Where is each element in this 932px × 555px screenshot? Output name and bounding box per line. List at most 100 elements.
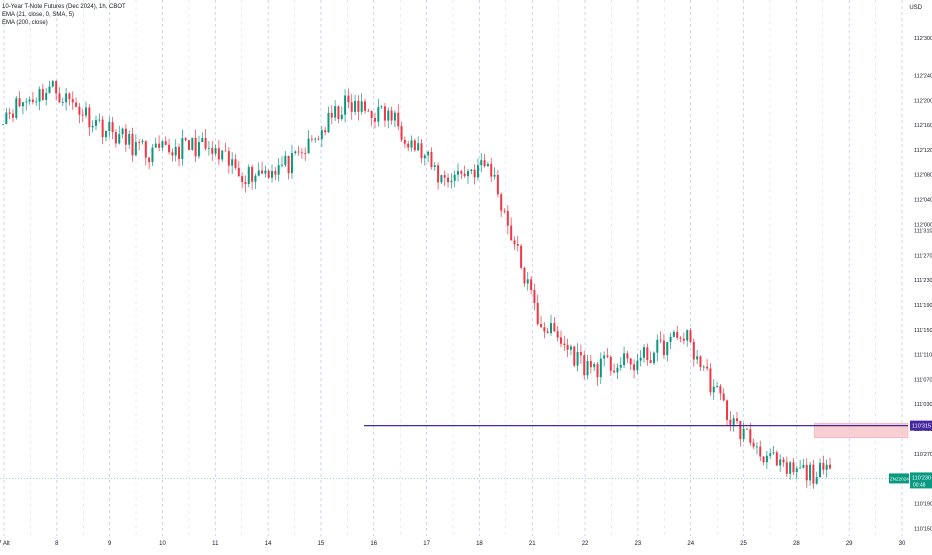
candle-down xyxy=(609,356,612,371)
level-line-layer xyxy=(0,424,908,479)
candle-down xyxy=(676,331,679,338)
candle-up xyxy=(94,120,97,126)
time-tick-label: 23 xyxy=(635,541,642,547)
currency-label: USD xyxy=(909,5,922,11)
candle-down xyxy=(736,418,739,422)
candle-down xyxy=(752,442,755,447)
candle-up xyxy=(98,119,101,121)
candle-down xyxy=(503,210,506,212)
candle-up xyxy=(702,366,705,368)
candle-up xyxy=(290,153,293,174)
level-price-tag xyxy=(910,420,932,431)
candle-down xyxy=(520,245,523,268)
candle-up xyxy=(91,125,94,128)
candle-up xyxy=(221,150,224,160)
candle-down xyxy=(403,139,406,144)
candle-down xyxy=(543,327,546,332)
candle-down xyxy=(719,386,722,394)
symbol-tag-label: ZNZ2024 xyxy=(890,476,909,481)
current-price-tag xyxy=(910,472,932,489)
candle-down xyxy=(78,106,81,115)
supply-zone-layer xyxy=(814,422,909,439)
candle-down xyxy=(822,462,825,470)
time-tick-label: 7 Alt xyxy=(0,541,10,547)
candle-down xyxy=(164,141,167,145)
candle-up xyxy=(154,143,157,148)
candle-up xyxy=(550,323,553,334)
indicator-ema-21[interactable]: EMA (21, close, 0, SMA, 5) xyxy=(2,12,75,18)
candle-down xyxy=(383,106,386,121)
time-tick-label: 9 xyxy=(108,541,112,547)
candle-down xyxy=(347,95,350,103)
candle-down xyxy=(437,165,440,183)
indicator-ema-200[interactable]: EMA (200, close) xyxy=(2,20,48,26)
candle-down xyxy=(168,144,171,153)
candle-up xyxy=(85,107,88,116)
candle-down xyxy=(124,128,127,145)
candle-up xyxy=(307,138,310,154)
candle-down xyxy=(563,343,566,345)
price-tick-label: 111'070 xyxy=(914,377,932,383)
candle-down xyxy=(357,100,360,112)
candle-down xyxy=(759,446,762,457)
candle-down xyxy=(679,337,682,339)
candle-down xyxy=(364,101,367,111)
price-axis[interactable]: 112'300 112'240 112'200 112'160 112'120 112'0… xyxy=(889,36,932,532)
candle-up xyxy=(712,386,715,393)
candle-down xyxy=(350,102,353,112)
candle-down xyxy=(267,170,270,178)
candle-up xyxy=(636,360,639,371)
candle-up xyxy=(320,130,323,140)
candle-up xyxy=(201,137,204,143)
candle-up xyxy=(769,453,772,456)
candle-up xyxy=(569,346,572,350)
candle-down xyxy=(739,421,742,440)
candle-up xyxy=(280,164,283,166)
candle-down xyxy=(390,110,393,121)
candle-down xyxy=(682,338,685,341)
candle-down xyxy=(310,138,313,140)
candle-down xyxy=(689,330,692,342)
candle-down xyxy=(540,324,543,328)
candle-down xyxy=(114,132,117,144)
candle-up xyxy=(161,141,164,148)
candle-up xyxy=(423,155,426,159)
candle-up xyxy=(151,147,154,163)
candle-up xyxy=(181,138,184,160)
time-tick-label: 11 xyxy=(212,541,219,547)
price-tick-label: 112'160 xyxy=(914,123,932,129)
candle-down xyxy=(533,289,536,303)
candle-up xyxy=(141,141,144,143)
candle-down xyxy=(241,176,244,183)
candle-down xyxy=(646,347,649,361)
price-tick-label: 110'150 xyxy=(914,526,932,532)
candle-down xyxy=(782,459,785,463)
bar-countdown-label: 00:48 xyxy=(913,482,926,488)
candle-down xyxy=(460,171,463,174)
price-tick-label: 111'110 xyxy=(914,353,932,359)
candle-down xyxy=(606,355,609,357)
candle-up xyxy=(45,92,48,100)
candle-up xyxy=(25,101,28,103)
price-tick-label: 111'030 xyxy=(914,402,932,408)
symbol-tag xyxy=(889,473,909,484)
candle-up xyxy=(214,148,217,154)
time-tick-label: 8 xyxy=(55,541,59,547)
time-tick-label: 17 xyxy=(423,541,430,547)
candle-down xyxy=(490,163,493,177)
candle-down xyxy=(18,98,21,107)
candle-up xyxy=(174,146,177,156)
candle-down xyxy=(184,138,187,141)
time-axis[interactable]: 7 Alt 8 9 10 11 14 15 16 17 18 21 22 23 24 25 28 29 30 xyxy=(0,541,906,547)
candle-down xyxy=(227,151,230,166)
candle-down xyxy=(187,140,190,150)
candle-down xyxy=(400,126,403,140)
time-tick-label: 28 xyxy=(793,541,800,547)
candle-up xyxy=(28,99,31,102)
candle-down xyxy=(447,177,450,183)
candle-up xyxy=(799,467,802,469)
time-tick-label: 10 xyxy=(159,541,166,547)
candle-down xyxy=(211,147,214,154)
